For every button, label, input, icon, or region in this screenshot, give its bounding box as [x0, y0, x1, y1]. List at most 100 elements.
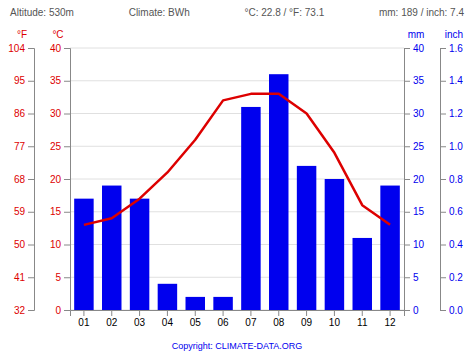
bar [297, 166, 316, 310]
tick: 1.4 [440, 75, 463, 86]
tick: 20 [50, 174, 70, 185]
tick: 10 [404, 239, 425, 250]
tick: 59 [14, 206, 34, 217]
axis-line [405, 49, 411, 311]
tick-label: 11 [357, 317, 368, 328]
tick-label: 1.4 [449, 75, 463, 86]
axis-line [28, 49, 35, 311]
axis-y3: 3241505968778695104 [8, 43, 34, 316]
tick-mark [64, 277, 70, 278]
axis-label: °F [17, 29, 27, 40]
tick-mark [83, 310, 84, 316]
tick-label: 30 [413, 108, 425, 119]
grid-line [70, 113, 404, 114]
tick-mark [440, 310, 446, 311]
tick: 104 [8, 43, 34, 54]
tick-mark [404, 146, 410, 147]
tick: 0 [55, 305, 70, 316]
tick: 0.2 [440, 272, 463, 283]
bar [74, 199, 93, 310]
tick-label: 09 [301, 317, 313, 328]
axis-line [64, 49, 71, 311]
tick: 30 [50, 108, 70, 119]
tick: 1.0 [440, 141, 463, 152]
line [84, 94, 390, 225]
tick: 0.0 [440, 305, 463, 316]
tick-mark [64, 146, 70, 147]
tick-mark [28, 146, 34, 147]
tick-label: 5 [413, 272, 419, 283]
bar [380, 186, 399, 310]
tick-label: 02 [106, 317, 118, 328]
tick-mark [64, 310, 70, 311]
header: Altitude: 530mClimate: BWh°C: 22.8 / °F:… [10, 7, 464, 18]
tick-mark [64, 245, 70, 246]
tick-mark [28, 310, 34, 311]
tick-label: 32 [14, 305, 26, 316]
tick: 40 [50, 43, 70, 54]
tick-label: 59 [14, 206, 26, 217]
tick-mark [28, 81, 34, 82]
tick: 1.2 [440, 108, 463, 119]
tick: 01 [78, 310, 90, 328]
tick: 07 [245, 310, 257, 328]
tick-label: 0.6 [449, 206, 463, 217]
tick-label: 0 [55, 305, 61, 316]
tick-label: 15 [50, 206, 62, 217]
tick: 08 [273, 310, 285, 328]
tick-mark [440, 114, 446, 115]
tick-mark [390, 310, 391, 316]
tick-mark [404, 114, 410, 115]
tick: 40 [404, 43, 425, 54]
tick-label: 15 [413, 206, 425, 217]
tick-mark [250, 310, 251, 316]
axis-line [441, 49, 447, 311]
bar [325, 179, 344, 310]
tick-mark [404, 179, 410, 180]
tick: 1.6 [440, 43, 463, 54]
tick: 02 [106, 310, 118, 328]
tick-mark [28, 212, 34, 213]
tick: 09 [301, 310, 313, 328]
tick-label: 03 [134, 317, 146, 328]
tick-label: 07 [245, 317, 257, 328]
tick: 11 [357, 310, 368, 328]
tick: 25 [50, 141, 70, 152]
grid [70, 48, 404, 310]
tick-label: 0.0 [449, 305, 463, 316]
tick-mark [440, 277, 446, 278]
tick-label: 1.2 [449, 108, 463, 119]
grid-line [70, 80, 404, 81]
tick: 05 [190, 310, 202, 328]
axis-label: mm [408, 29, 425, 40]
tick-mark [440, 48, 446, 49]
tick-mark [64, 179, 70, 180]
tick-mark [362, 310, 363, 316]
tick-mark [195, 310, 196, 316]
tick: 0.6 [440, 206, 463, 217]
tick-label: 25 [413, 141, 425, 152]
tick: 10 [329, 310, 341, 328]
bar [130, 199, 149, 310]
tick-mark [223, 310, 224, 316]
tick: 03 [134, 310, 146, 328]
tick-mark [64, 48, 70, 49]
tick-label: 20 [413, 174, 425, 185]
annotation: mm: 189 / inch: 7.4 [379, 7, 464, 18]
tick-mark [167, 310, 168, 316]
plot-area [74, 74, 400, 310]
tick-label: 01 [78, 317, 90, 328]
tick: 30 [404, 108, 425, 119]
tick-mark [404, 81, 410, 82]
grid-line [70, 179, 404, 180]
tick-label: 50 [14, 239, 26, 250]
bars [74, 74, 400, 310]
tick: 25 [404, 141, 425, 152]
tick-label: 06 [218, 317, 230, 328]
axis-y4: 0.00.20.40.60.81.01.21.41.6 [440, 43, 463, 316]
tick: 12 [385, 310, 397, 328]
axis-y: 0510152025303540 [50, 43, 71, 316]
tick-label: 77 [14, 141, 26, 152]
axis-label: inch [445, 29, 463, 40]
tick: 86 [14, 108, 34, 119]
